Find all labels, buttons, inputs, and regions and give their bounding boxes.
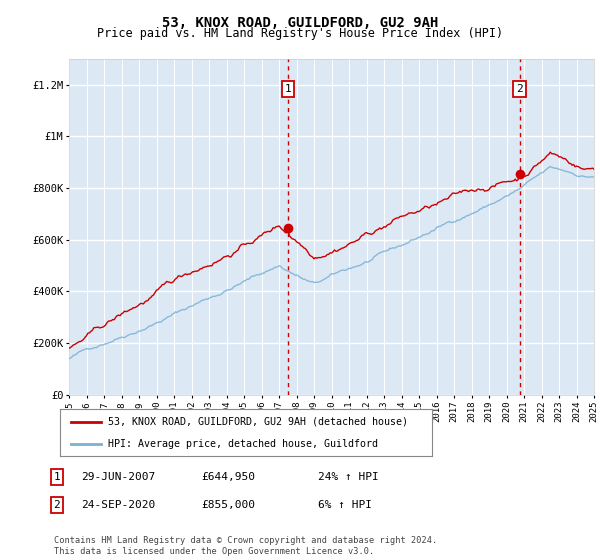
Text: 53, KNOX ROAD, GUILDFORD, GU2 9AH: 53, KNOX ROAD, GUILDFORD, GU2 9AH [162, 16, 438, 30]
Text: Contains HM Land Registry data © Crown copyright and database right 2024.
This d: Contains HM Land Registry data © Crown c… [54, 536, 437, 556]
Text: 53, KNOX ROAD, GUILDFORD, GU2 9AH (detached house): 53, KNOX ROAD, GUILDFORD, GU2 9AH (detac… [109, 417, 409, 427]
Text: 24-SEP-2020: 24-SEP-2020 [81, 500, 155, 510]
Text: £644,950: £644,950 [201, 472, 255, 482]
Text: 6% ↑ HPI: 6% ↑ HPI [318, 500, 372, 510]
Text: 1: 1 [53, 472, 61, 482]
Text: 2: 2 [516, 84, 523, 94]
Text: 1: 1 [284, 84, 291, 94]
Text: HPI: Average price, detached house, Guildford: HPI: Average price, detached house, Guil… [109, 438, 379, 449]
Text: 24% ↑ HPI: 24% ↑ HPI [318, 472, 379, 482]
Text: Price paid vs. HM Land Registry's House Price Index (HPI): Price paid vs. HM Land Registry's House … [97, 27, 503, 40]
Text: £855,000: £855,000 [201, 500, 255, 510]
Text: 29-JUN-2007: 29-JUN-2007 [81, 472, 155, 482]
Bar [585, 59, 594, 395]
Text: 2: 2 [53, 500, 61, 510]
